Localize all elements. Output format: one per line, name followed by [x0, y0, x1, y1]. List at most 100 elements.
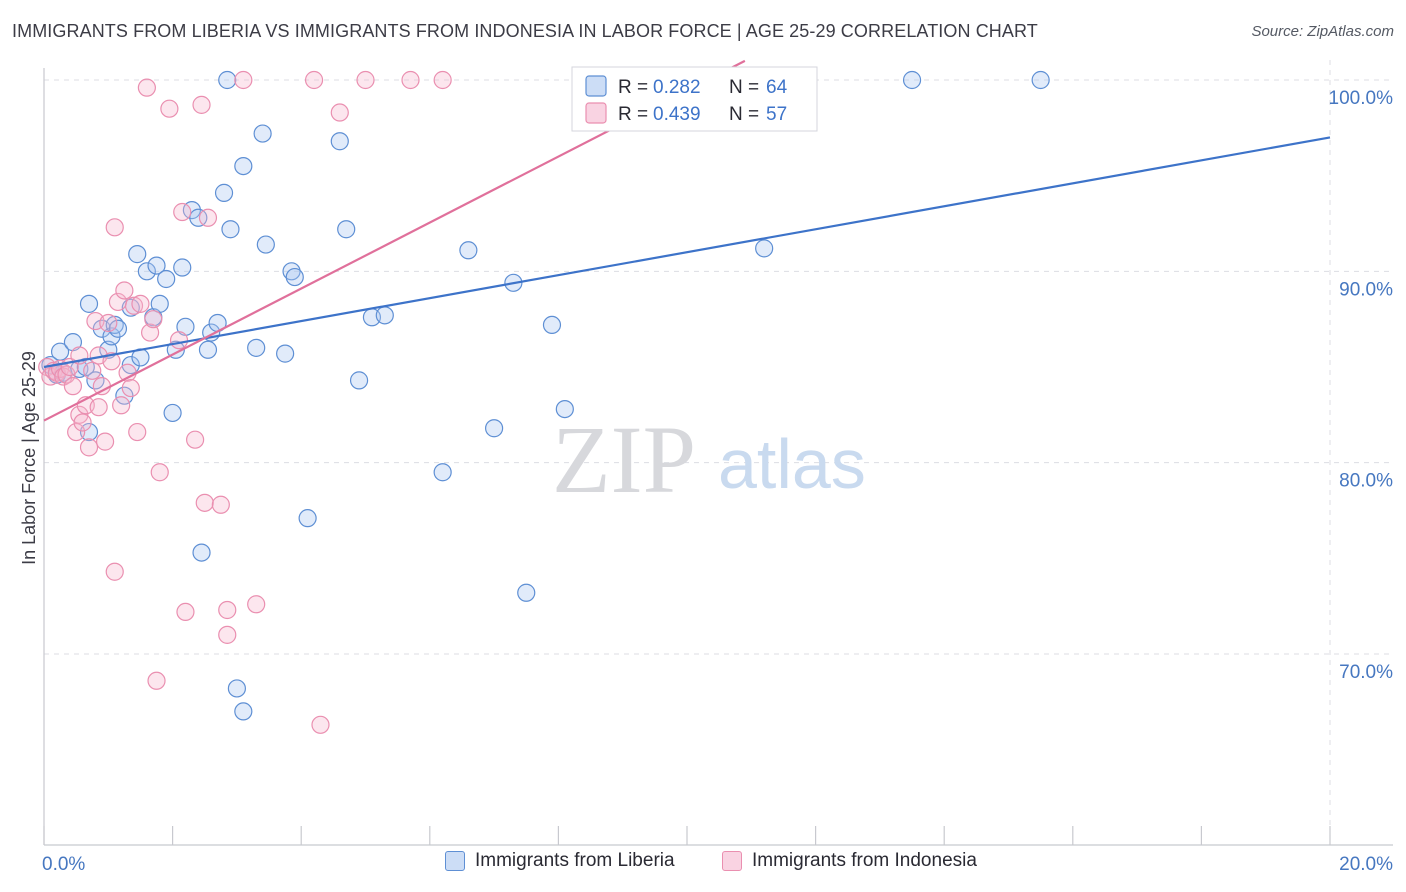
- liberia-point-18: [128, 245, 147, 264]
- indonesia-point-53: [330, 103, 349, 122]
- axes: [43, 68, 1393, 846]
- indonesia-point-55: [401, 70, 420, 90]
- legend-r-value-2: 0.439: [653, 104, 701, 125]
- indonesia-point-56: [433, 70, 452, 90]
- indonesia-point-42: [186, 430, 205, 449]
- indonesia-point-34: [140, 323, 160, 342]
- legend-item-indonesia: Immigrants from Indonesia: [722, 850, 977, 872]
- indonesia-point-47: [218, 600, 237, 620]
- gridlines: [44, 60, 1393, 845]
- indonesia-point-15: [83, 361, 102, 380]
- liberia-point-36: [218, 70, 237, 90]
- watermark: ZIP atlas: [552, 406, 866, 513]
- indonesia-point-21: [99, 313, 118, 333]
- legend-n-value-1: 64: [766, 77, 788, 98]
- legend-n-label-2: N =: [729, 104, 759, 125]
- legend-label-indonesia: Immigrants from Indonesia: [752, 850, 977, 871]
- indonesia-point-5: [54, 367, 73, 386]
- liberia-point-63: [1031, 70, 1050, 90]
- indonesia-point-52: [311, 715, 330, 734]
- indonesia-point-37: [150, 463, 169, 482]
- y-tick-label-100: 100.0%: [1329, 88, 1394, 109]
- indonesia-point-45: [198, 208, 218, 227]
- y-tick-label-80: 80.0%: [1339, 471, 1393, 492]
- indonesia-point-23: [105, 218, 124, 237]
- legend-n-label-1: N =: [729, 77, 759, 98]
- liberia-point-37: [221, 220, 240, 239]
- indonesia-point-33: [137, 78, 156, 97]
- legend-swatch-indonesia: [585, 102, 607, 124]
- liberia-point-48: [330, 132, 349, 151]
- watermark-zip: ZIP: [552, 406, 696, 513]
- liberia-point-22: [147, 256, 166, 275]
- svg-text:R = 0.439 N =: R = 0.439 N = 57: [618, 104, 787, 125]
- indonesia-point-35: [144, 310, 163, 329]
- indonesia-point-50: [247, 595, 266, 614]
- y-tick-labels: 70.0% 80.0% 90.0% 100.0%: [1329, 88, 1394, 683]
- liberia-point-41: [247, 338, 266, 357]
- legend-box: R = 0.282 N = 64 R = 0.439 N = 57: [571, 66, 818, 132]
- y-axis-label: In Labor Force | Age 25-29: [19, 351, 39, 565]
- chart-title: IMMIGRANTS FROM LIBERIA VS IMMIGRANTS FR…: [12, 21, 1038, 41]
- legend-n-value-2: 57: [766, 104, 787, 125]
- indonesia-point-32: [131, 294, 150, 313]
- liberia-point-27: [173, 258, 192, 277]
- indonesia-point-51: [304, 70, 324, 90]
- liberia-trend-line: [43, 136, 1331, 369]
- indonesia-point-26: [112, 396, 131, 415]
- liberia-point-42: [253, 124, 272, 143]
- indonesia-point-46: [211, 495, 230, 514]
- x-tick-label-max: 20.0%: [1339, 854, 1393, 875]
- legend-label-liberia: Immigrants from Liberia: [475, 850, 675, 871]
- indonesia-point-8: [63, 377, 83, 396]
- watermark-atlas: atlas: [718, 425, 866, 503]
- liberia-point-43: [256, 235, 275, 254]
- indonesia-point-31: [128, 422, 147, 442]
- liberia-point-57: [517, 583, 536, 602]
- indonesia-point-54: [356, 70, 375, 90]
- indonesia-point-12: [73, 413, 92, 432]
- liberia-point-25: [163, 403, 182, 423]
- liberia-point-45: [282, 262, 301, 281]
- indonesia-point-30: [124, 296, 144, 315]
- liberia-point-20: [137, 262, 156, 281]
- indonesia-point-24: [105, 562, 124, 581]
- legend-r-label-2: R =: [618, 104, 648, 125]
- liberia-point-54: [459, 241, 478, 260]
- indonesia-point-43: [192, 95, 211, 114]
- indonesia-point-41: [176, 602, 195, 622]
- svg-text:R = 0.282 N =: R = 0.282 N = 64: [618, 77, 788, 98]
- liberia-point-49: [337, 220, 356, 239]
- liberia-point-7: [79, 294, 99, 313]
- legend-r-value-1: 0.282: [653, 77, 701, 98]
- liberia-point-44: [276, 344, 295, 363]
- liberia-point-62: [902, 70, 922, 90]
- indonesia-point-44: [195, 493, 214, 512]
- liberia-point-61: [755, 239, 774, 258]
- liberia-point-58: [542, 315, 562, 335]
- liberia-point-55: [485, 419, 504, 438]
- indonesia-point-29: [121, 378, 140, 398]
- liberia-point-14: [108, 319, 128, 338]
- indonesia-point-18: [89, 398, 108, 417]
- legend-item-liberia: Immigrants from Liberia: [445, 850, 675, 872]
- liberia-point-53: [433, 463, 452, 482]
- legend-swatch-indonesia-bottom: [722, 851, 742, 871]
- legend-swatch-liberia-bottom: [445, 851, 465, 871]
- liberia-point-30: [189, 208, 208, 227]
- liberia-points: [41, 70, 1050, 721]
- liberia-point-23: [150, 294, 169, 313]
- liberia-point-38: [227, 679, 246, 698]
- liberia-point-39: [234, 702, 253, 721]
- liberia-point-46: [285, 267, 304, 287]
- indonesia-point-9: [67, 422, 86, 442]
- liberia-point-31: [192, 543, 211, 562]
- bottom-legend: Immigrants from Liberia Immigrants from …: [0, 850, 1406, 880]
- legend-r-label-1: R =: [618, 77, 648, 98]
- liberia-point-52: [375, 306, 394, 325]
- indonesia-point-22: [102, 352, 121, 371]
- indonesia-point-39: [169, 331, 189, 350]
- indonesia-point-20: [95, 432, 115, 451]
- indonesia-point-14: [79, 438, 99, 457]
